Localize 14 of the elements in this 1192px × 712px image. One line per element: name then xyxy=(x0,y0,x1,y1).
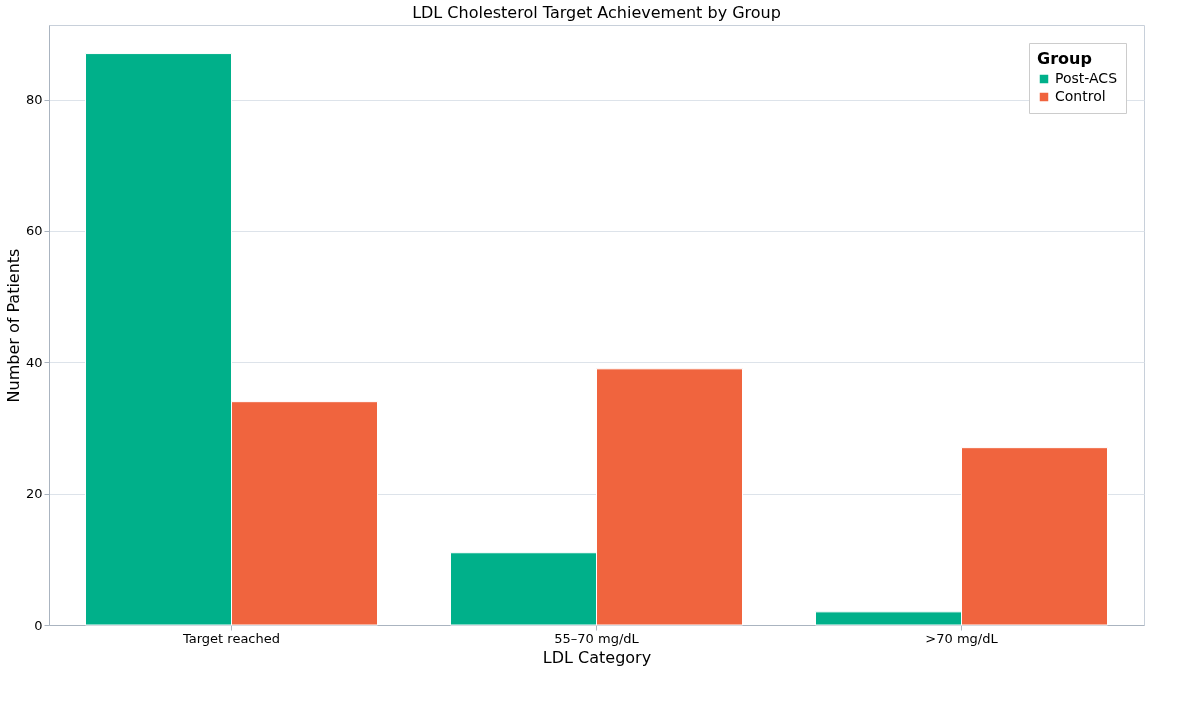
y-tick-label: 60 xyxy=(25,223,43,239)
y-tick-label: 80 xyxy=(25,92,43,108)
y-tick-label: 20 xyxy=(25,486,43,502)
y-tick-label: 0 xyxy=(34,617,43,633)
x-axis-title: LDL Category xyxy=(542,647,652,667)
x-tick-label: >70 mg/dL xyxy=(925,630,999,646)
legend-label: Control xyxy=(1055,88,1106,104)
legend-label: Post-ACS xyxy=(1055,70,1118,86)
x-tick-label: Target reached xyxy=(181,630,281,646)
y-tick-label: 40 xyxy=(25,354,43,370)
legend-title: Group xyxy=(1037,49,1092,68)
x-tick-label: 55–70 mg/dL xyxy=(554,630,640,646)
y-axis-title: Number of Patients xyxy=(3,248,23,403)
chart-title: LDL Cholesterol Target Achievement by Group xyxy=(412,3,781,22)
